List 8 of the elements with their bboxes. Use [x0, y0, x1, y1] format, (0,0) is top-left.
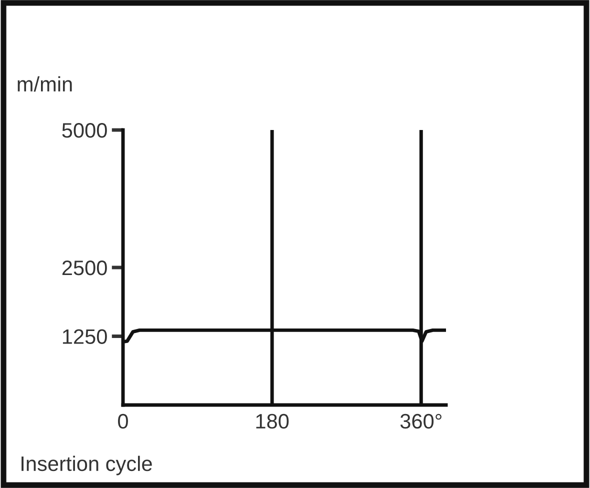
y-tick-label: 1250	[62, 329, 107, 344]
x-tick-label: 360°	[400, 414, 442, 429]
x-tick-label: 0	[118, 414, 128, 429]
x-axis-title: Insertion cycle	[22, 456, 152, 476]
x-tick-label: 180	[256, 414, 289, 429]
y-axis-title: m/min	[18, 76, 72, 92]
y-tick-label: 5000	[62, 123, 107, 138]
y-tick-label: 2500	[62, 260, 107, 276]
